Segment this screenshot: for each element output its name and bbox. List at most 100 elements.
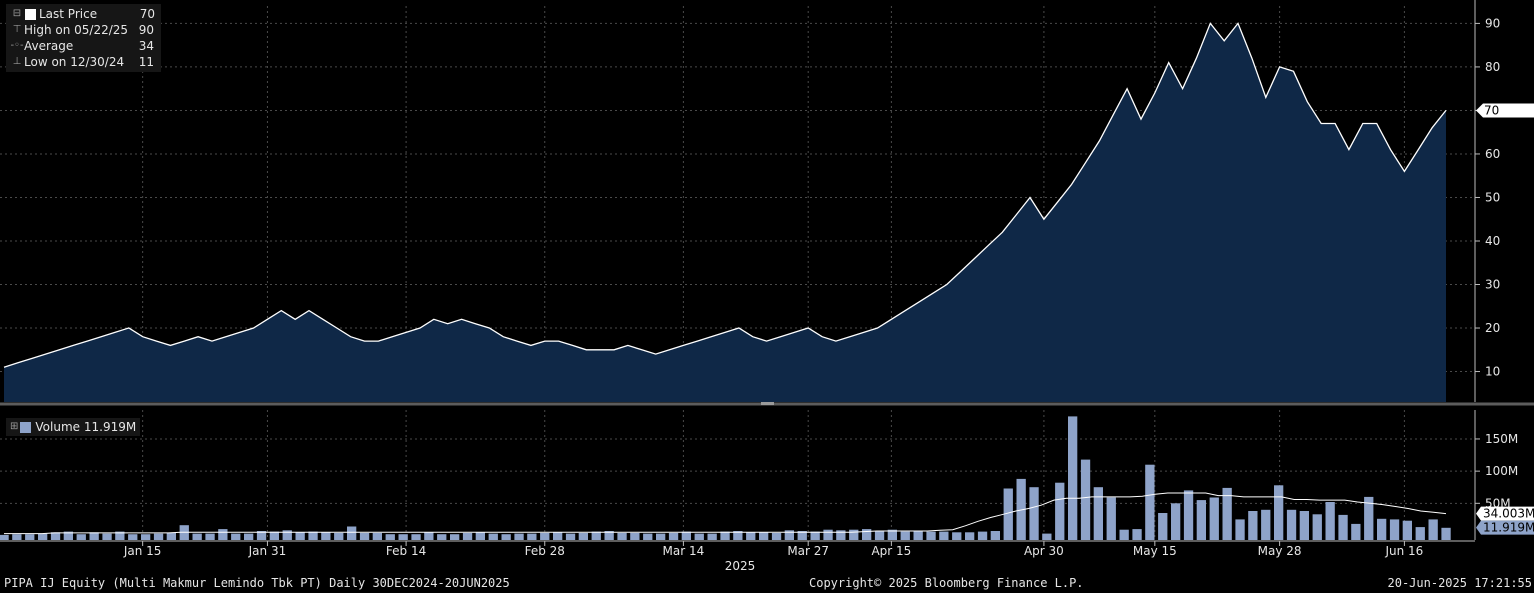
pane-resize-handle[interactable] [761,402,774,405]
volume-bar [475,532,485,540]
volume-bar [411,534,421,540]
volume-bar [192,533,202,540]
price-axis-tick-label: 10 [1485,365,1500,379]
volume-bar [913,531,923,540]
price-axis-tick-label: 30 [1485,278,1500,292]
x-axis-tick-label: Mar 14 [663,544,705,558]
collapse-icon[interactable]: ⊞ [10,421,19,432]
legend-value: 11 [138,55,154,69]
legend-value: 34 [138,39,154,53]
volume-bar [63,531,73,540]
volume-bar [1286,509,1297,540]
volume-bar [707,533,717,540]
volume-bar [1132,529,1142,540]
legend-row-last-price[interactable]: ⊟ Last Price 70 [10,6,155,22]
volume-bar [76,534,86,540]
volume-bar [926,531,936,540]
volume-bar [1093,487,1103,540]
volume-legend[interactable]: ⊞ Volume 11.919M [6,418,141,436]
volume-bar [1055,482,1065,540]
volume-bar [501,534,511,540]
volume-bar [0,534,9,540]
timestamp: 20-Jun-2025 17:21:55 [1387,576,1533,590]
volume-bar [527,533,537,540]
volume-bar [1106,497,1116,540]
security-description: PIPA IJ Equity (Multi Makmur Lemindo Tbk… [4,576,510,590]
volume-bar [952,532,962,540]
x-axis-tick-label: Apr 15 [871,544,911,558]
volume-bar [1119,529,1129,540]
volume-bars [0,416,1451,540]
volume-bar [1042,533,1052,540]
legend-label: Last Price [39,7,98,21]
volume-bar [359,532,370,540]
volume-average-tag-label: 34.003M [1483,507,1534,521]
volume-bar [1325,502,1335,540]
volume-bar [1209,497,1219,540]
volume-bar [1158,513,1168,540]
volume-bar [89,532,99,540]
volume-bar [849,529,859,540]
volume-legend-value: 11.919M [83,420,137,434]
volume-bar [1222,487,1232,540]
last-price-tag [1476,103,1534,118]
volume-bar [282,530,292,540]
price-axis-tick-label: 20 [1485,321,1500,335]
volume-bar [385,534,395,540]
legend-value: 70 [139,7,155,21]
volume-bar [514,533,524,540]
volume-bar [1274,485,1284,540]
x-axis-tick-label: Jan 15 [123,544,162,558]
volume-bar [733,531,743,540]
volume-bar [604,531,614,540]
volume-bar [218,529,228,540]
volume-bar [25,534,35,540]
volume-bar [1312,514,1322,540]
price-axis-tick-label: 90 [1485,16,1500,30]
x-axis-year-label: 2025 [725,559,756,573]
volume-bar [1145,464,1155,540]
volume-bar [540,532,550,540]
volume-bar [810,531,820,540]
price-area-fill [4,23,1446,403]
volume-bar [1377,518,1387,540]
volume-bar [372,532,382,540]
volume-bar [797,531,807,540]
copyright-text: Copyright© 2025 Bloomberg Finance L.P. [809,576,1084,590]
volume-bar [617,532,627,540]
volume-bar [1080,459,1091,540]
volume-bar [643,533,653,540]
volume-bar [887,529,897,540]
volume-bar [334,532,344,540]
last-price-swatch [25,8,36,20]
volume-average-line [4,492,1447,535]
volume-bar [1428,519,1438,540]
volume-bar [269,531,279,540]
last-price-tag-label: 70 [1484,103,1499,117]
price-axis-tick-label: 50 [1485,190,1500,204]
volume-bar [1196,500,1206,540]
legend-label: Low on 12/30/24 [24,55,125,69]
volume-bar [823,529,833,540]
price-legend: ⊟ Last Price 70 ⊤ High on 05/22/25 90 -◦… [6,4,161,72]
volume-bar [1299,511,1309,540]
volume-bar [347,526,357,540]
volume-bar [295,532,305,540]
x-axis-tick-label: Jun 16 [1384,544,1423,558]
x-axis-tick-label: May 15 [1133,544,1177,558]
legend-value: 90 [138,23,154,37]
volume-bar [1003,488,1013,540]
volume-bar [244,533,254,540]
volume-bar [900,531,910,540]
high-marker-icon: ⊤ [12,24,22,35]
collapse-icon[interactable]: ⊟ [12,8,22,19]
volume-bar [874,531,885,540]
volume-bar [771,532,782,540]
volume-bar [553,532,563,540]
volume-bar [1351,523,1361,540]
volume-bar [1183,490,1194,540]
price-y-axis: 10203040506070809070 [1474,0,1534,402]
volume-bar [1261,509,1271,540]
